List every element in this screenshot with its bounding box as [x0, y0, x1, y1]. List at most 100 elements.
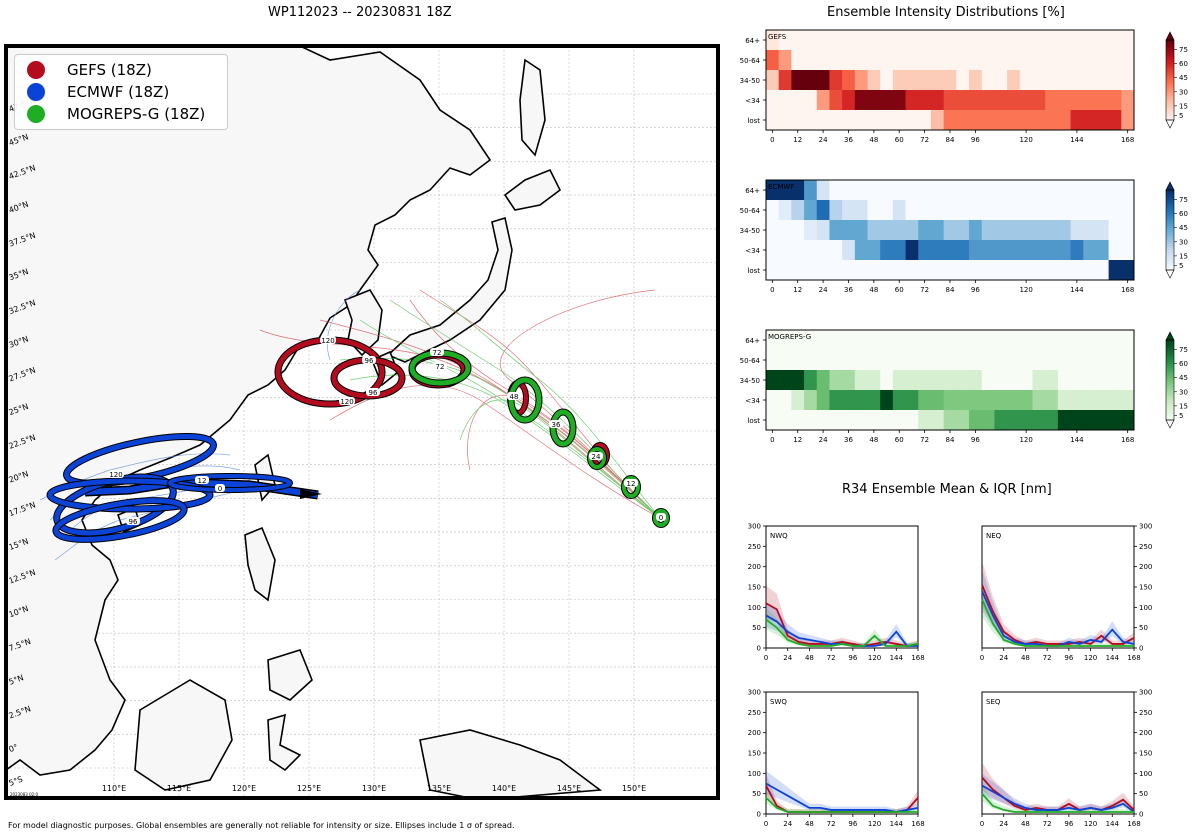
- colorbar-segment: [1166, 386, 1174, 389]
- heatmap-cell: [956, 50, 970, 71]
- heatmap-cell: [943, 30, 957, 51]
- colorbar-segment: [1166, 104, 1174, 107]
- heatmap-cell: [778, 50, 792, 71]
- y-tick-label: 200: [1139, 563, 1152, 571]
- heatmap-cell: [880, 350, 894, 371]
- mean-line: [765, 602, 919, 647]
- x-tick-label: 144: [890, 654, 904, 662]
- heatmap-cell: [766, 110, 780, 131]
- heatmap-cell: [969, 30, 983, 51]
- heatmap-cell: [1032, 260, 1046, 281]
- heatmap-cell: [1095, 260, 1110, 281]
- legend-label: GEFS (18Z): [67, 61, 152, 79]
- heatmap-cell: [842, 350, 856, 371]
- heatmap-cell: [1057, 70, 1072, 91]
- colorbar-segment: [1166, 40, 1174, 43]
- iqr-band: [766, 770, 918, 813]
- heatmap-cell: [994, 220, 1008, 241]
- mean-line: [981, 784, 1135, 813]
- colorbar-segment: [1166, 380, 1174, 383]
- heatmap-cell: [969, 70, 983, 91]
- x-tick-label: 12: [793, 436, 802, 444]
- heatmap-cell: [766, 50, 780, 71]
- heatmap-cell: [816, 90, 830, 111]
- heatmap-cell: [880, 110, 894, 131]
- hour-label: 72: [436, 363, 445, 371]
- y-tick-label: 50: [1139, 624, 1148, 632]
- legend-dot-icon: [27, 83, 45, 101]
- colorbar-tick-label: 5: [1179, 112, 1183, 120]
- heatmap-cell: [1121, 240, 1135, 261]
- colorbar-segment: [1166, 240, 1174, 243]
- x-tick-label: 144: [1106, 654, 1120, 662]
- colorbar-segment: [1166, 106, 1174, 109]
- gefs-heatmap: GEFS 64+ 50-64 34-50 <34 lost 0 12 24 36 48 60 72 84 9…: [740, 29, 1188, 144]
- latitude-label: 0°: [8, 743, 20, 755]
- heatmap-cell: [778, 260, 792, 281]
- heatmap-cell: [791, 50, 805, 71]
- colorbar-segment: [1166, 58, 1174, 61]
- longitude-labels: 110°E 115°E 120°E 125°E 130°E 135°E 140°E 145°E…: [102, 784, 646, 793]
- heatmap-cell: [880, 70, 894, 91]
- heatmap-cell: [791, 90, 805, 111]
- x-tick-label: 0: [980, 654, 984, 662]
- heatmap-cell: [829, 410, 843, 431]
- heatmap-cell: [892, 390, 907, 411]
- colorbar-segment: [1166, 418, 1174, 421]
- heatmap-cell: [981, 370, 995, 391]
- quadrant-label: SEQ: [986, 698, 1001, 706]
- colorbar-tick-label: 45: [1179, 224, 1188, 232]
- colorbar-tick-label: 30: [1179, 238, 1188, 246]
- x-tick-label: 120: [1019, 136, 1032, 144]
- x-tick-label: 72: [1043, 820, 1052, 828]
- heatmap-cell: [1070, 330, 1084, 351]
- heatmap-cell: [943, 260, 957, 281]
- heatmap-cell: [766, 200, 780, 221]
- heatmap-cell: [892, 220, 907, 241]
- heatmap-cell: [1095, 200, 1110, 221]
- plot-frame: [765, 525, 919, 649]
- heatmap-cell: [867, 330, 881, 351]
- heatmap-cell: [867, 410, 881, 431]
- colorbar-segment: [1166, 254, 1174, 257]
- heatmap-cell: [880, 50, 894, 71]
- heatmap-cell: [956, 220, 970, 241]
- heatmap-cell: [956, 350, 970, 371]
- y-tick-label: 50-64: [740, 57, 761, 65]
- y-tick-label: 150: [1139, 750, 1152, 758]
- colorbar-segment: [1166, 344, 1174, 347]
- x-tick-label: 144: [1070, 286, 1084, 294]
- heatmap-cell: [943, 200, 957, 221]
- mean-line: [981, 793, 1134, 813]
- heatmap-cell: [956, 200, 970, 221]
- heatmap-cell: [1083, 220, 1097, 241]
- heatmap-cell: [1007, 330, 1021, 351]
- heatmap-cell: [930, 390, 945, 411]
- heatmap-cell: [778, 330, 792, 351]
- heatmap-cell: [956, 390, 970, 411]
- heatmap-cell: [816, 390, 830, 411]
- colorbar-segment: [1166, 398, 1174, 401]
- heatmap-cell: [1045, 390, 1059, 411]
- colorbar-tick-label: 45: [1179, 74, 1188, 82]
- colorbar-segment: [1166, 76, 1174, 79]
- colorbar-segment: [1166, 346, 1174, 349]
- hour-label: 12: [198, 477, 207, 485]
- legend-item-gefs: GEFS (18Z): [27, 59, 152, 81]
- x-tick-label: 96: [848, 820, 857, 828]
- new-guinea: [419, 729, 603, 798]
- colorbar-tick-label: 75: [1179, 196, 1188, 204]
- x-tick-label: 120: [868, 820, 881, 828]
- heatmap-cell: [829, 50, 843, 71]
- heatmap-cell: [969, 200, 983, 221]
- longitude-label: 135°E: [427, 784, 451, 793]
- heatmap-cell: [1045, 30, 1059, 51]
- x-tick-label: 96: [971, 286, 980, 294]
- x-tick-label: 168: [1127, 820, 1140, 828]
- colorbar-segment: [1166, 394, 1174, 397]
- colorbar-segment: [1166, 190, 1174, 193]
- x-tick-label: 24: [819, 136, 828, 144]
- heatmap-cell: [1070, 350, 1084, 371]
- heatmap-cell: [804, 350, 818, 371]
- heatmap-panel-label: MOGREPS-G: [768, 333, 811, 341]
